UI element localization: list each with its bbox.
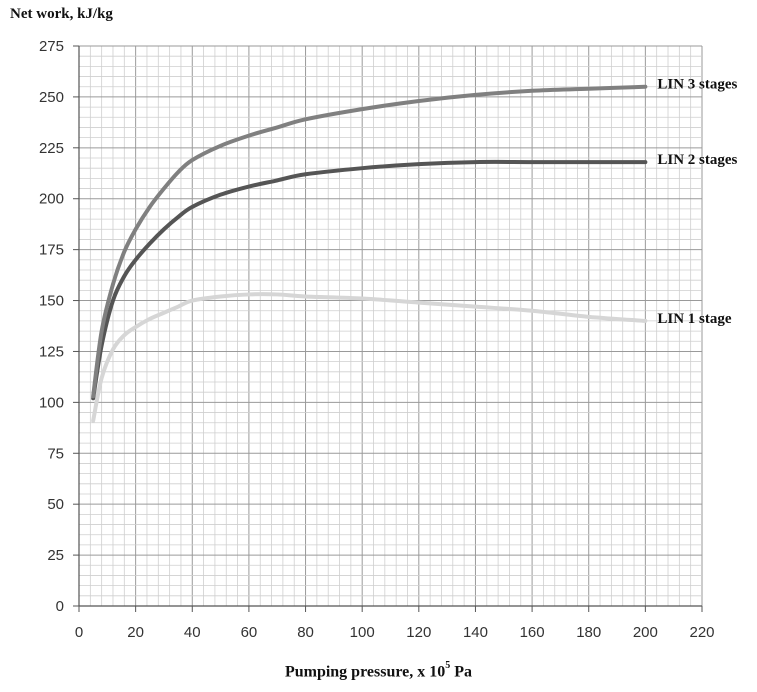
y-tick-label: 75 (47, 445, 64, 462)
x-tick-label: 140 (463, 624, 488, 641)
x-axis-title-exponent: 5 (445, 660, 451, 671)
x-tick-label: 60 (241, 624, 258, 641)
y-tick-label: 0 (56, 598, 64, 615)
axes (78, 46, 702, 607)
y-tick-label: 125 (39, 343, 64, 360)
x-tick-label: 20 (127, 624, 144, 641)
grid (78, 45, 703, 607)
x-tick-label: 160 (520, 624, 545, 641)
y-tick-label: 150 (39, 293, 64, 310)
y-tick-label: 200 (39, 191, 64, 208)
y-tick-label: 50 (47, 496, 64, 513)
y-tick-label: 250 (39, 89, 64, 106)
series-line (91, 84, 648, 399)
series-line (91, 292, 648, 423)
x-axis-title-text: Pumping pressure, x 10 (284, 663, 446, 681)
series-labels: LIN 3 stages LIN 2 stages LIN 1 stage (657, 77, 737, 327)
series-label: LIN 2 stages (657, 152, 737, 168)
x-tick-label: 80 (297, 624, 314, 641)
series-label: LIN 1 stage (657, 311, 732, 327)
tick-labels: 0 25 50 75 100 125 150 175 200 225 250 275 0 20 40 60 80… (39, 38, 715, 641)
series-line (91, 159, 648, 401)
x-tick-label: 0 (75, 624, 83, 641)
y-tick-label: 100 (39, 394, 64, 411)
x-tick-label: 40 (184, 624, 201, 641)
y-tick-label: 175 (39, 242, 64, 259)
series-lines (91, 84, 648, 423)
x-tick-label: 200 (633, 624, 658, 641)
x-tick-label: 180 (576, 624, 601, 641)
y-tick-label: 275 (39, 38, 64, 55)
x-tick-label: 100 (350, 624, 375, 641)
y-tick-label: 25 (47, 547, 64, 564)
series-label: LIN 3 stages (657, 77, 737, 93)
x-axis-title: Pumping pressure, x 105 Pa (0, 660, 757, 681)
y-tick-label: 225 (39, 140, 64, 157)
x-axis-title-unit: Pa (454, 663, 473, 681)
y-axis-title: Net work, kJ/kg (10, 6, 113, 22)
x-tick-label: 120 (406, 624, 431, 641)
x-tick-label: 220 (689, 624, 714, 641)
